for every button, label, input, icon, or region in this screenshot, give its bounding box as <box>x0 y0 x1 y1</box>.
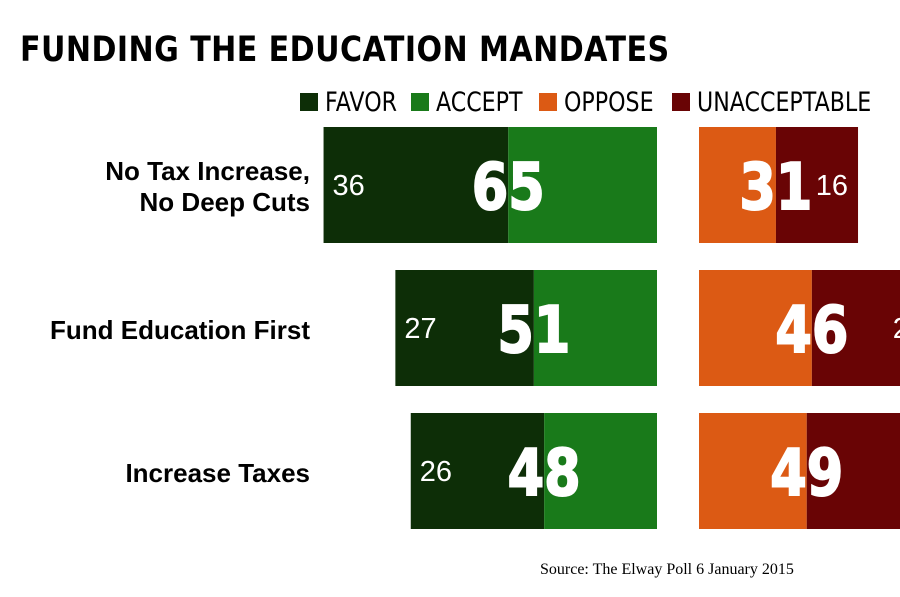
bar-favor <box>410 413 545 529</box>
bar-unacceptable <box>806 413 900 529</box>
legend-swatch <box>300 93 318 111</box>
legend-swatch <box>539 93 558 111</box>
oppose-total-label: 49 <box>770 436 843 510</box>
support-total-label: 51 <box>497 293 570 367</box>
bar-oppose <box>699 413 807 529</box>
bar-oppose <box>699 270 812 386</box>
favor-value-label: 26 <box>420 456 452 488</box>
chart-title: FUNDING THE EDUCATION MANDATES <box>20 30 670 70</box>
favor-value-label: 27 <box>404 313 436 345</box>
bar-accept <box>544 413 657 529</box>
legend-item-oppose: OPPOSE <box>539 87 659 118</box>
bar-accept <box>508 127 657 243</box>
bar-unacceptable <box>811 270 900 386</box>
bar-favor <box>323 127 509 243</box>
bar-unacceptable <box>775 127 859 243</box>
legend-swatch <box>671 93 690 111</box>
support-total-label: 48 <box>508 436 581 510</box>
bar-favor <box>395 270 534 386</box>
legend-item-unacceptable: UNACCEPTABLE <box>671 86 896 118</box>
source-note: Source: The Elway Poll 6 January 2015 <box>540 561 794 578</box>
legend-swatch <box>410 93 429 111</box>
bar-oppose <box>699 127 776 243</box>
legend-label: ACCEPT <box>435 86 523 118</box>
favor-value-label: 36 <box>333 170 365 202</box>
legend-label: UNACCEPTABLE <box>696 86 871 118</box>
unacceptable-value-label: 24 <box>893 313 900 345</box>
row-label: No Tax Increase, No Deep Cuts <box>105 156 310 217</box>
oppose-total-label: 31 <box>739 150 812 224</box>
unacceptable-value-label: 16 <box>816 170 848 202</box>
legend-item-accept: ACCEPT <box>410 86 528 118</box>
legend: FAVOR ACCEPT OPPOSE UNACCEPTABLE <box>300 86 900 118</box>
row-label: Increase Taxes <box>125 457 310 488</box>
legend-label: OPPOSE <box>564 86 654 118</box>
oppose-total-label: 46 <box>775 293 848 367</box>
legend-label: FAVOR <box>325 86 398 118</box>
support-total-label: 65 <box>472 150 545 224</box>
row-label: Fund Education First <box>50 314 310 345</box>
bar-accept <box>533 270 657 386</box>
legend-item-favor: FAVOR <box>300 87 399 118</box>
